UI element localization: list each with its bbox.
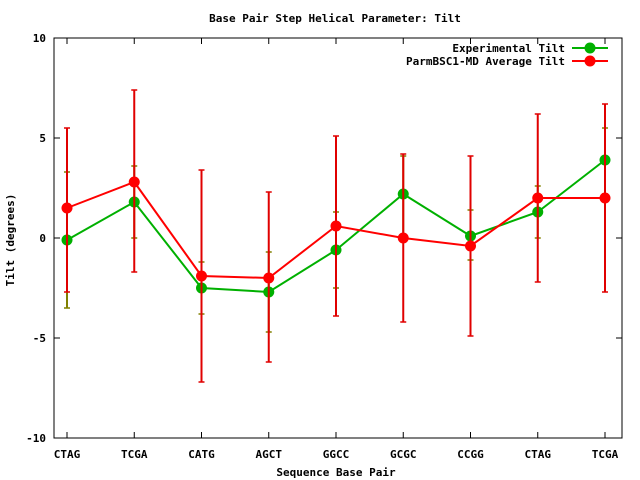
data-point (196, 270, 207, 282)
x-tick-label: GCGC (390, 448, 417, 461)
x-tick-label: TCGA (121, 448, 148, 461)
x-tick-label: CTAG (525, 448, 552, 461)
y-tick-label: -10 (26, 432, 46, 445)
legend-label-md: ParmBSC1-MD Average Tilt (406, 55, 565, 68)
legend-marker-md (584, 55, 596, 67)
data-point (128, 176, 140, 188)
data-point (397, 232, 409, 244)
x-tick-label: CCGG (457, 448, 484, 461)
legend-marker-experimental (584, 42, 596, 54)
y-tick-label: 0 (39, 232, 46, 245)
x-axis-label: Sequence Base Pair (276, 466, 396, 479)
x-axis: CTAG TCGA CATG AGCT GGCC GCGC CCGG CTAG TCGA (54, 38, 619, 461)
y-axis-label: Tilt (degrees) (4, 194, 17, 287)
x-tick-label: TCGA (592, 448, 619, 461)
y-tick-label: 10 (33, 32, 46, 45)
data-point (61, 202, 73, 214)
y-tick-label: -5 (33, 332, 46, 345)
chart-title: Base Pair Step Helical Parameter: Tilt (209, 12, 461, 25)
x-tick-label: AGCT (256, 448, 283, 461)
legend: Experimental Tilt ParmBSC1-MD Average Ti… (406, 42, 608, 68)
data-point (532, 192, 544, 204)
series-1 (61, 89, 611, 383)
legend-entry-experimental: Experimental Tilt (452, 42, 608, 55)
x-tick-label: CTAG (54, 448, 81, 461)
data-point (263, 272, 275, 284)
x-tick-label: CATG (188, 448, 215, 461)
legend-entry-md: ParmBSC1-MD Average Tilt (406, 55, 608, 68)
y-tick-label: 5 (39, 132, 46, 145)
x-tick-label: GGCC (323, 448, 350, 461)
y-axis: 10 5 0 -5 -10 (26, 32, 622, 445)
series-layer (61, 89, 611, 383)
data-point (465, 240, 476, 252)
data-point (330, 220, 342, 232)
data-point (599, 192, 611, 204)
legend-label-experimental: Experimental Tilt (452, 42, 565, 55)
